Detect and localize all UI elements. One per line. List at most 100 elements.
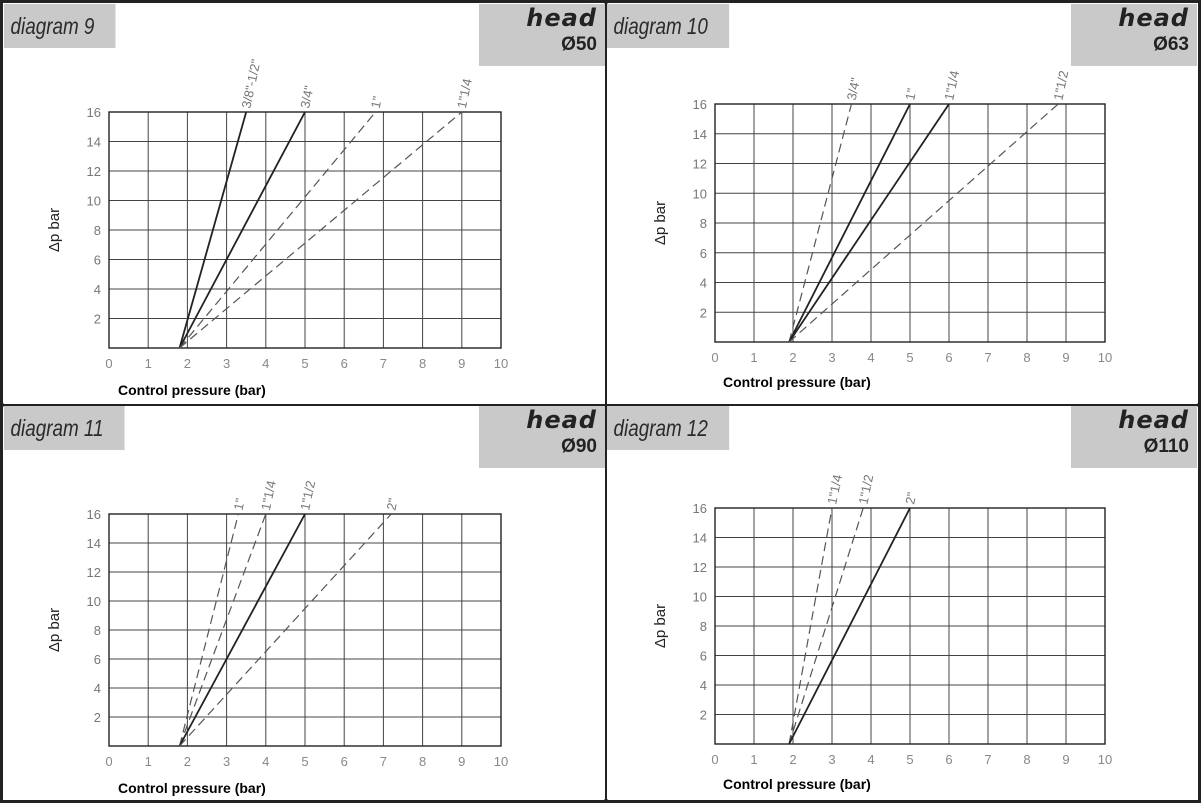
diagram-10-panel: 0 1 2 3 4 5 6 7 8 9 10 2 4 6 8 10 12 14 16 Δp bar 3/4" 1" 1"1/…	[607, 4, 1197, 404]
series-line	[179, 111, 463, 349]
series-line	[178, 513, 239, 747]
x-tick-label: 4	[867, 350, 874, 365]
x-tick-label: 10	[1098, 350, 1112, 365]
x-tick-label: 0	[105, 754, 112, 769]
x-tick-label: 4	[867, 752, 874, 767]
diagram-11-x-axis-label: Control pressure (bar)	[114, 778, 270, 798]
series-line	[178, 513, 306, 747]
x-tick-label: 5	[301, 754, 308, 769]
x-tick-label: 7	[380, 356, 387, 371]
series-line	[788, 103, 950, 343]
x-tick-label: 6	[341, 754, 348, 769]
diagram-11-head-diameter: Ø90	[561, 436, 597, 457]
diagram-11-title: diagram 11	[4, 406, 125, 450]
y-tick-label: 12	[693, 560, 707, 575]
y-tick-label: 4	[700, 276, 707, 291]
y-tick-label: 14	[87, 536, 101, 551]
series-label: 1"1/4	[454, 77, 475, 109]
y-tick-label: 2	[94, 710, 101, 725]
y-axis-label: Δp bar	[652, 604, 669, 648]
x-tick-label: 7	[984, 752, 991, 767]
x-tick-label: 9	[1062, 350, 1069, 365]
series-label: 1"1/4	[941, 69, 962, 101]
series-line	[788, 507, 833, 745]
y-tick-label: 10	[87, 594, 101, 609]
series-label: 3/8"-1/2"	[238, 58, 263, 110]
y-axis-label: Δp bar	[652, 201, 669, 245]
diagram-9-head-word: head	[526, 4, 597, 32]
y-tick-label: 6	[94, 652, 101, 667]
diagram-11-head-word: head	[526, 406, 597, 434]
x-tick-label: 8	[419, 754, 426, 769]
series-label: 3/4"	[844, 76, 863, 102]
x-tick-label: 2	[789, 350, 796, 365]
diagram-10-head-badge: head Ø63	[1071, 4, 1197, 66]
y-tick-label: 16	[693, 97, 707, 112]
y-tick-label: 12	[693, 157, 707, 172]
x-tick-label: 8	[1023, 350, 1030, 365]
diagram-9-head-diameter: Ø50	[561, 34, 597, 55]
diagram-10-head-word: head	[1118, 4, 1189, 32]
diagram-11-head-badge: head Ø90	[479, 406, 605, 468]
series-label: 2"	[384, 497, 401, 512]
diagram-12-x-axis-label: Control pressure (bar)	[719, 774, 1097, 794]
diagram-12-head-word: head	[1118, 406, 1189, 434]
x-tick-label: 8	[1023, 752, 1030, 767]
series-label: 3/4"	[297, 84, 316, 110]
x-tick-label: 4	[262, 356, 269, 371]
y-tick-label: 16	[87, 507, 101, 522]
y-tick-label: 14	[693, 531, 707, 546]
y-tick-label: 6	[94, 253, 101, 268]
diagram-9-panel: 0 1 2 3 4 5 6 7 8 9 10 2 4 6 8 10 12 14 16 Δp bar 3/8"-1/2" 3…	[4, 4, 605, 404]
x-tick-label: 7	[984, 350, 991, 365]
y-tick-label: 14	[693, 127, 707, 142]
diagram-12-head-diameter: Ø110	[1143, 436, 1189, 457]
y-tick-label: 4	[700, 678, 707, 693]
x-tick-label: 8	[419, 356, 426, 371]
y-tick-label: 4	[94, 681, 101, 696]
x-tick-label: 3	[828, 752, 835, 767]
x-tick-label: 7	[380, 754, 387, 769]
diagram-12-head-badge: head Ø110	[1071, 406, 1197, 468]
x-tick-label: 3	[223, 754, 230, 769]
y-tick-label: 4	[94, 282, 101, 297]
y-tick-label: 10	[693, 590, 707, 605]
y-tick-label: 14	[87, 135, 101, 150]
y-tick-label: 8	[700, 619, 707, 634]
x-tick-label: 4	[262, 754, 269, 769]
x-tick-label: 2	[789, 752, 796, 767]
series-label: 1"1/4	[824, 473, 845, 505]
y-tick-label: 8	[700, 216, 707, 231]
x-tick-label: 6	[945, 752, 952, 767]
x-tick-label: 5	[906, 752, 913, 767]
diagram-12-title: diagram 12	[607, 406, 730, 450]
diagram-10-head-diameter: Ø63	[1153, 34, 1189, 55]
series-line	[178, 111, 248, 349]
chart-0-grid	[108, 111, 502, 349]
x-tick-label: 1	[750, 350, 757, 365]
y-tick-label: 8	[94, 623, 101, 638]
chart-1-grid	[714, 103, 1106, 343]
series-label: 1"1/4	[258, 479, 279, 511]
series-line	[179, 513, 392, 747]
x-tick-label: 9	[1062, 752, 1069, 767]
x-tick-label: 10	[494, 356, 508, 371]
x-tick-label: 5	[906, 350, 913, 365]
y-tick-label: 8	[94, 223, 101, 238]
diagram-9-head-badge: head Ø50	[479, 4, 605, 66]
series-label: 1"	[368, 95, 385, 110]
y-tick-label: 12	[87, 565, 101, 580]
y-tick-label: 12	[87, 164, 101, 179]
y-tick-label: 6	[700, 649, 707, 664]
x-tick-label: 3	[223, 356, 230, 371]
y-tick-label: 2	[94, 312, 101, 327]
y-tick-label: 2	[700, 305, 707, 320]
diagram-9-title: diagram 9	[4, 4, 116, 48]
y-tick-label: 10	[87, 194, 101, 209]
x-tick-label: 1	[145, 754, 152, 769]
series-label: 1"1/2	[855, 473, 876, 505]
